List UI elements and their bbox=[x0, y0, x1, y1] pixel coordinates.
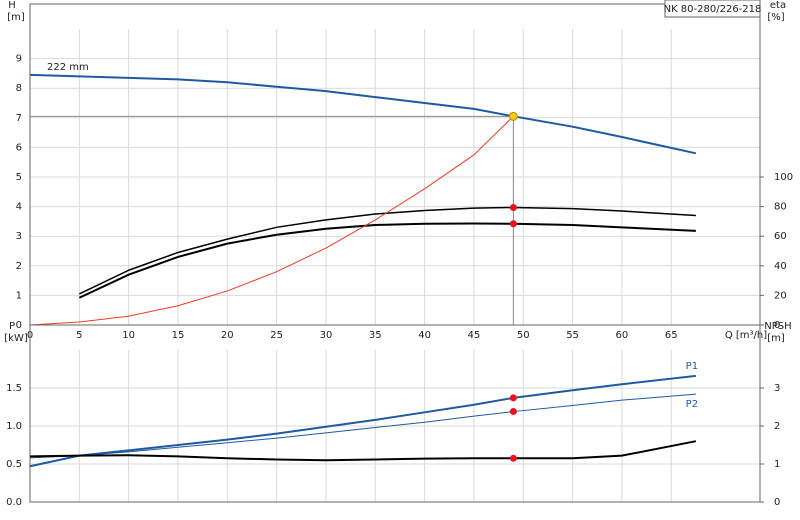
x-tick-label: 10 bbox=[122, 330, 135, 341]
y2-tick-label: 100 bbox=[774, 172, 793, 183]
curve bbox=[78, 222, 696, 299]
x-tick-label: 40 bbox=[418, 330, 431, 341]
curve bbox=[29, 374, 696, 468]
y2-axis-unit: [m] bbox=[767, 333, 785, 344]
x-axis-label: Q [m³/h] bbox=[725, 330, 767, 341]
point-marker bbox=[509, 220, 517, 228]
y-axis-unit: [kW] bbox=[4, 333, 28, 344]
y2-tick-label: 20 bbox=[774, 290, 787, 301]
x-tick-label: 50 bbox=[517, 330, 530, 341]
y2-tick-label: 1 bbox=[774, 459, 780, 470]
y2-axis-label: eta bbox=[770, 0, 786, 11]
y-tick-label: 3 bbox=[16, 231, 22, 242]
duty-point bbox=[508, 111, 518, 121]
y2-tick-label: 0 bbox=[774, 497, 780, 508]
x-tick-label: 20 bbox=[221, 330, 234, 341]
point-marker bbox=[509, 454, 517, 462]
curve bbox=[78, 206, 696, 295]
y2-tick-label: 40 bbox=[774, 261, 787, 272]
y-tick-label: 6 bbox=[16, 142, 22, 153]
y-tick-label: 0.5 bbox=[6, 459, 22, 470]
x-tick-label: 65 bbox=[665, 330, 678, 341]
point-marker bbox=[509, 203, 517, 211]
y2-tick-label: 80 bbox=[774, 202, 787, 213]
y2-tick-label: 2 bbox=[774, 421, 780, 432]
x-tick-label: 15 bbox=[172, 330, 185, 341]
curve bbox=[29, 393, 696, 459]
point-marker bbox=[509, 394, 517, 402]
chart-title: NK 80-280/226-218 bbox=[664, 4, 762, 15]
y2-tick-label: 60 bbox=[774, 231, 787, 242]
x-tick-label: 45 bbox=[468, 330, 481, 341]
y-tick-label: 1.0 bbox=[6, 421, 22, 432]
y-tick-label: 7 bbox=[16, 113, 22, 124]
plot-frame bbox=[29, 324, 761, 503]
y2-axis-label: NPSH bbox=[764, 321, 791, 332]
y-axis-label: P bbox=[9, 321, 15, 332]
y-axis-unit: [m] bbox=[7, 12, 25, 23]
series-label: P1 bbox=[686, 361, 698, 372]
y-axis-label: H bbox=[8, 0, 16, 11]
curve-annotation: 222 mm bbox=[47, 62, 89, 73]
curve bbox=[29, 440, 697, 462]
curve bbox=[29, 73, 697, 155]
plot-frame bbox=[29, 3, 761, 326]
y-tick-label: 1.5 bbox=[6, 383, 22, 394]
x-tick-label: 35 bbox=[369, 330, 382, 341]
x-tick-label: 60 bbox=[616, 330, 629, 341]
y-tick-label: 0.0 bbox=[6, 497, 22, 508]
y-tick-label: 8 bbox=[16, 83, 22, 94]
x-tick-label: 25 bbox=[270, 330, 283, 341]
y-tick-label: 9 bbox=[16, 54, 22, 65]
x-tick-label: 5 bbox=[76, 330, 82, 341]
y-tick-label: 1 bbox=[16, 290, 22, 301]
y2-tick-label: 3 bbox=[774, 383, 780, 394]
y2-axis-unit: [%] bbox=[767, 12, 784, 23]
y2-tick-label: 0 bbox=[774, 320, 780, 331]
series-label: P2 bbox=[686, 399, 698, 410]
curve bbox=[29, 115, 514, 326]
y-tick-label: 2 bbox=[16, 261, 22, 272]
x-tick-label: 55 bbox=[566, 330, 579, 341]
x-tick-label: 30 bbox=[320, 330, 333, 341]
y-tick-label: 5 bbox=[16, 172, 22, 183]
point-marker bbox=[509, 408, 517, 416]
y-tick-label: 0 bbox=[16, 320, 22, 331]
y-tick-label: 4 bbox=[16, 202, 22, 213]
title-box bbox=[664, 0, 761, 18]
